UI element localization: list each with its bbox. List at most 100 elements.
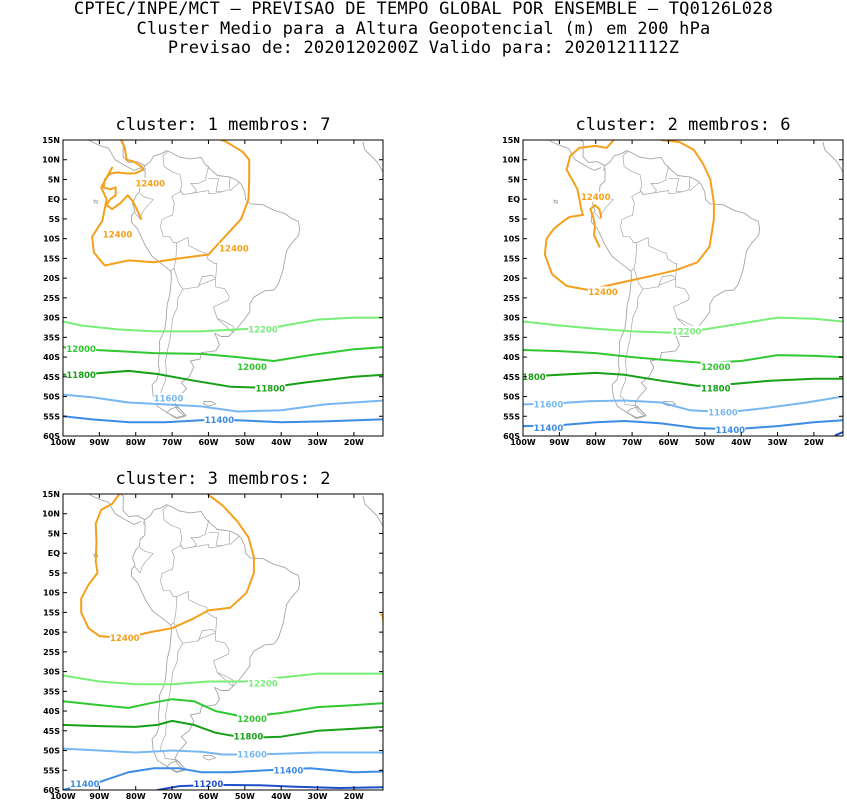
lon-tick-label: 80W [586,438,606,447]
lon-tick-label: 70W [162,438,182,447]
contour-label: 11400 [70,780,100,790]
country-border [162,505,184,549]
contour-line-11600 [63,747,383,756]
lat-tick-label: 5S [509,215,521,224]
lat-tick-label: 5N [508,175,520,184]
country-border [143,167,147,172]
lat-tick-label: 20S [43,628,60,637]
country-border [636,236,678,290]
lon-tick-label: 20W [804,438,824,447]
map-panel-3: 12400 12200 12000 11800 11600 11400 11400 11200… [42,475,384,801]
lat-tick-label: 45S [43,373,60,382]
lon-tick-label: 40W [271,792,291,801]
lat-tick-label: 15S [43,608,60,617]
contour-line-12400 [543,140,715,291]
contour-line-12400 [589,204,603,248]
coastline-hispaniola [156,475,178,483]
lon-tick-label: 70W [622,438,642,447]
contour-label: 11800 [255,385,285,395]
lat-tick-label: 60S [43,786,60,795]
contour-label: 12400 [135,179,165,189]
contour-line-11600 [63,393,383,413]
title-line-2: Cluster Medio para a Altura Geopotencial… [136,18,711,39]
panel-3-title: cluster: 3 membros: 2 [115,469,331,489]
contour-label: 12200 [248,679,278,689]
country-border [170,622,175,626]
country-border [176,590,218,644]
lat-tick-label: 60S [503,432,520,441]
lon-tick-label: 100W [50,438,76,447]
contour-label: 12200 [672,327,702,337]
lon-tick-label: 100W [50,792,76,801]
country-border [217,672,234,687]
contour-line-11600 [523,395,843,414]
contour-label: 11400 [205,416,235,426]
country-border [668,177,691,193]
lat-tick-label: 50S [43,747,60,756]
country-border [665,165,670,179]
lat-tick-label: 35S [503,333,520,342]
contour-label: 11600 [534,400,564,410]
contour-line-11800 [63,369,383,389]
lon-tick-label: 40W [271,438,291,447]
coastline-central-america-pacific [88,494,142,525]
lon-tick-label: 30W [308,438,328,447]
lat-tick-label: 10S [43,589,60,598]
contour-label: 11600 [237,750,267,760]
country-border [160,532,207,644]
lon-tick-label: 30W [768,438,788,447]
map-panel-1: 12400 12400 12400 12200 12000 12000 11800 11800… [42,136,384,447]
lat-tick-label: EQ [48,195,60,204]
lat-tick-label: 5N [48,175,60,184]
lon-tick-label: 20W [344,792,364,801]
lat-tick-label: 45S [503,373,520,382]
lat-tick-label: 10S [43,235,60,244]
contour-label: 12400 [103,231,133,241]
coastline-south-america [590,150,761,420]
coastline-central-america-pacific [548,140,602,171]
contour-label: 1800 [522,373,546,383]
coastline-central-america [579,140,606,167]
coastline-galapagos [553,199,558,204]
country-border [197,632,233,687]
lat-tick-label: 35S [43,333,60,342]
lat-tick-label: 10N [42,156,60,165]
contour-line-12400 [91,140,251,267]
map-frame [62,139,384,437]
country-border [160,643,187,771]
lat-tick-label: 60S [43,432,60,441]
country-border [162,151,184,195]
lon-tick-label: 70W [162,792,182,801]
lat-tick-label: 10N [502,156,520,165]
lat-tick-label: 55S [43,412,60,421]
lat-tick-label: 50S [43,393,60,402]
lat-tick-label: 40S [43,353,60,362]
contour-label: 12000 [66,345,96,355]
country-border [208,177,231,193]
lon-tick-label: 60W [198,792,218,801]
contour-line-12400 [380,613,383,622]
coastline-south-america [130,150,301,420]
contour-label: 11200 [194,780,224,790]
contour-line-11800 [63,719,383,739]
lat-tick-label: 5S [49,569,61,578]
contour-line-11200 [834,431,843,436]
contour-line-12000 [523,349,843,364]
lat-tick-label: 50S [503,393,520,402]
lat-tick-label: 10N [42,510,60,519]
contour-label: 12000 [701,363,731,373]
contour-line-12000 [63,346,383,362]
panel-1-title: cluster: 1 membros: 7 [115,115,331,135]
coastline-central-america [119,140,146,167]
coastline-puerto-rico [182,480,188,482]
lat-tick-label: 30S [503,314,520,323]
country-border [143,521,147,526]
lat-tick-label: 30S [43,314,60,323]
contour-label: 11400 [715,426,745,436]
title-line-3: Previsao de: 2020120200Z Valido para: 20… [167,38,680,58]
contour-label: 12400 [110,634,140,644]
coastline-central-america-pacific [88,140,142,171]
contour-label: 11600 [708,408,738,418]
